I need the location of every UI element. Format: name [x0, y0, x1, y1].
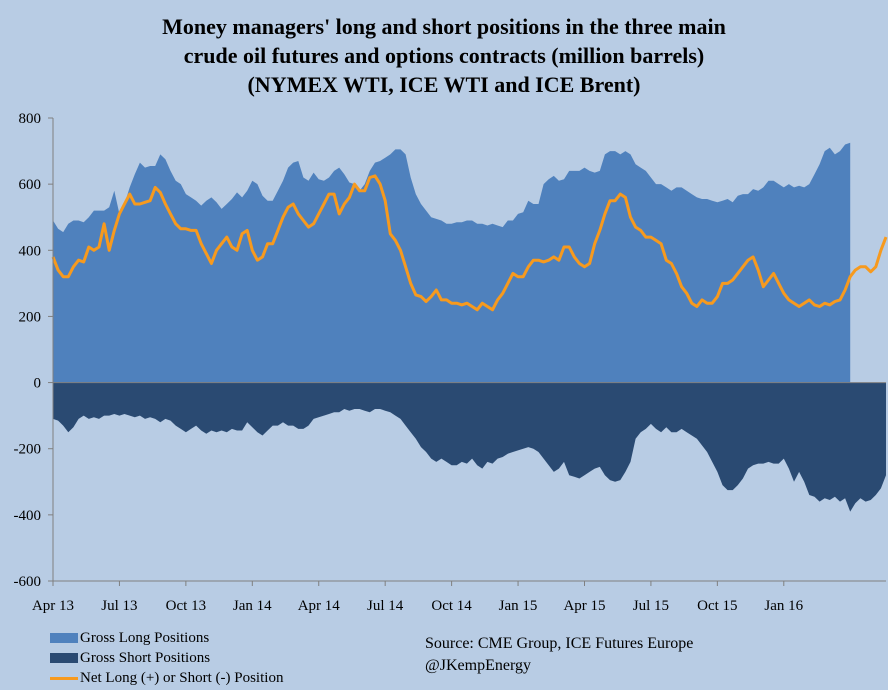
x-tick-label: Oct 15 [697, 598, 737, 614]
source-note: Source: CME Group, ICE Futures Europe @J… [425, 633, 693, 677]
y-tick-label: 600 [19, 177, 42, 193]
y-tick-label: 200 [19, 309, 42, 325]
x-tick-label: Apr 14 [298, 598, 341, 614]
chart-title-line-3: (NYMEX WTI, ICE WTI and ICE Brent) [247, 72, 641, 97]
chart-title-line-1: Money managers' long and short positions… [162, 14, 726, 39]
y-tick-label: 400 [19, 243, 42, 259]
legend-item-short: Gross Short Positions [50, 648, 283, 668]
legend-item-long: Gross Long Positions [50, 628, 283, 648]
chart-title: Money managers' long and short positions… [0, 12, 888, 99]
series-gross-short-area [53, 382, 886, 512]
x-tick-label: Jul 14 [367, 598, 404, 614]
axis-layer: 800 600 400 200 0 -200 -400 -600 Apr 13 Jul 13 Oct… [14, 111, 886, 614]
legend-label-long: Gross Long Positions [80, 630, 210, 646]
chart-title-line-2: crude oil futures and options contracts … [183, 43, 705, 68]
legend-swatch-long [50, 633, 78, 643]
x-tick-label: Jan 15 [499, 598, 538, 614]
x-tick-label: Jan 16 [764, 598, 803, 614]
x-tick-label: Jan 14 [233, 598, 272, 614]
x-tick-label: Apr 15 [563, 598, 605, 614]
y-tick-label: -200 [14, 442, 42, 458]
source-line: Source: CME Group, ICE Futures Europe [425, 635, 694, 652]
legend-label-net: Net Long (+) or Short (-) Position [80, 670, 284, 686]
series-net-line [51, 174, 888, 312]
plot-layer [51, 142, 888, 512]
series-gross-long-area [53, 142, 851, 383]
legend-item-net: Net Long (+) or Short (-) Position [50, 668, 283, 688]
y-tick-label: 0 [34, 376, 42, 392]
y-tick-label: 800 [19, 111, 42, 127]
x-tick-label: Jul 13 [101, 598, 137, 614]
legend-label-short: Gross Short Positions [80, 650, 211, 666]
legend-swatch-short [50, 653, 78, 663]
x-tick-label: Oct 14 [431, 598, 472, 614]
legend-swatch-net [50, 676, 78, 680]
x-tick-label: Apr 13 [32, 598, 74, 614]
y-tick-label: -600 [14, 574, 42, 590]
legend: Gross Long Positions Gross Short Positio… [50, 628, 283, 688]
source-handle: @JKempEnergy [425, 657, 531, 674]
x-tick-label: Jul 15 [633, 598, 669, 614]
y-tick-label: -400 [14, 508, 42, 524]
x-tick-label: Oct 13 [166, 598, 206, 614]
